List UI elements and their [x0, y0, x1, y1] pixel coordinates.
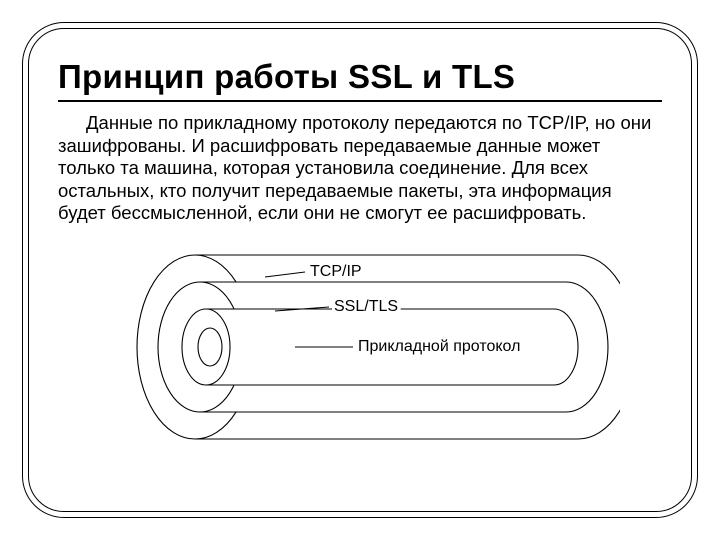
slide: Принцип работы SSL и TLS Данные по прикл…: [0, 0, 720, 540]
slide-body: Данные по прикладному протоколу передают…: [58, 112, 662, 225]
slide-title: Принцип работы SSL и TLS: [58, 58, 662, 102]
protocol-layers-diagram: TCP/IP SSL/TLS Прикладной протокол: [100, 239, 620, 454]
layer-label: SSL/TLS: [334, 298, 398, 315]
slide-content: Принцип работы SSL и TLS Данные по прикл…: [58, 58, 662, 482]
layer-label: TCP/IP: [310, 263, 362, 280]
body-paragraph: Данные по прикладному протоколу передают…: [58, 112, 662, 225]
cylinder-core-face: [198, 328, 222, 366]
layer-label: Прикладной протокол: [358, 338, 520, 355]
